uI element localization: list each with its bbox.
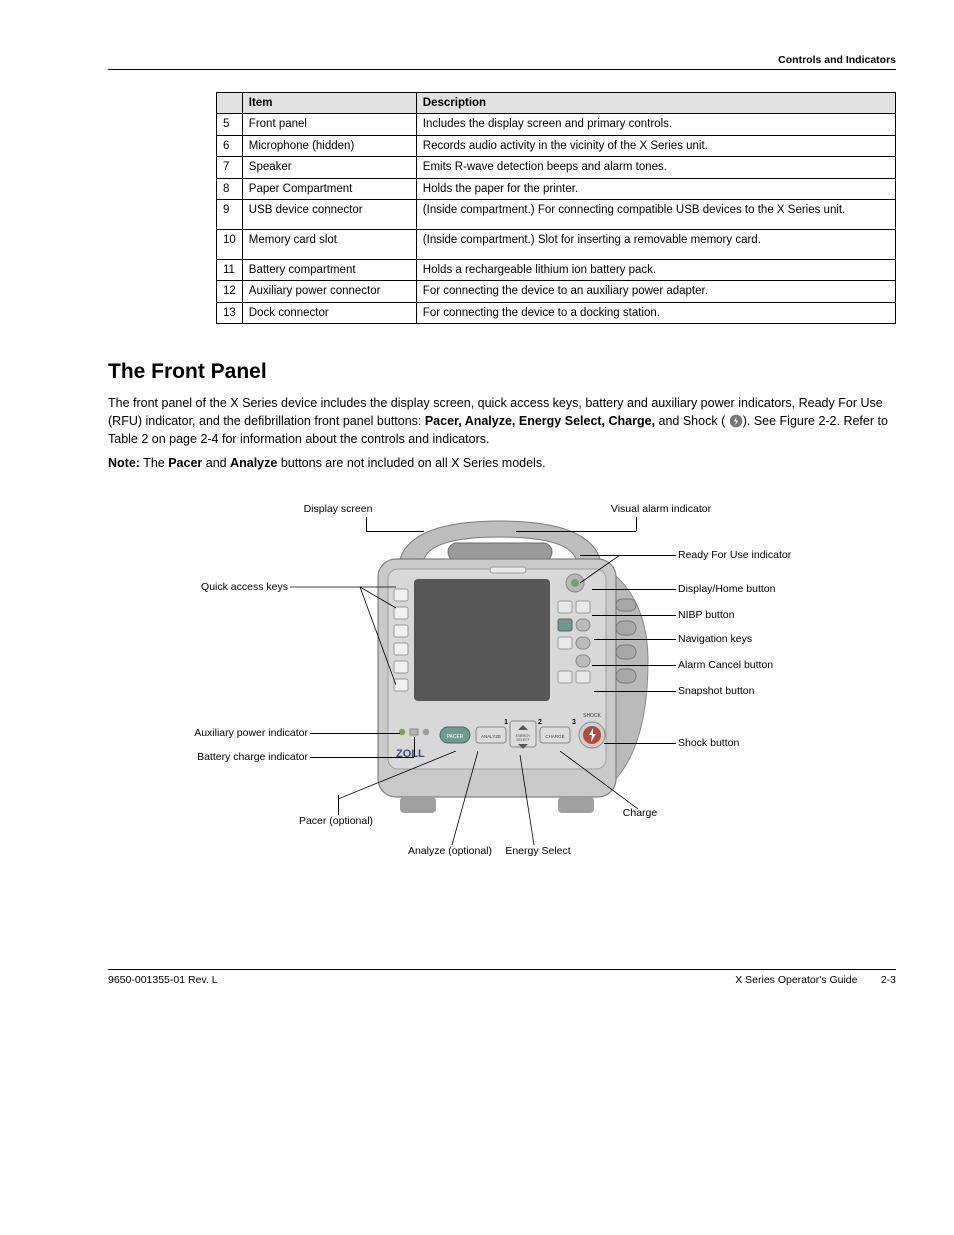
shock-icon (729, 414, 743, 428)
th-num (217, 93, 243, 114)
callout-display-home: Display/Home button (678, 583, 775, 595)
lead-icon (290, 575, 396, 695)
callout-snapshot: Snapshot button (678, 685, 754, 697)
spec-table: Item Description 5Front panelIncludes th… (216, 92, 896, 324)
lead-icon (560, 751, 640, 809)
table-row: 13Dock connectorFor connecting the devic… (217, 302, 896, 323)
running-header: Controls and Indicators (108, 54, 896, 66)
svg-text:ANALYZE: ANALYZE (481, 734, 501, 739)
callout-pacer: Pacer (optional) (276, 815, 396, 827)
device-figure: PACER ANALYZE 1 ENERGY SELECT 2 CHARGE 3… (108, 489, 896, 879)
section-title: The Front Panel (108, 360, 896, 384)
svg-text:PACER: PACER (447, 734, 464, 740)
page-footer: 9650-001355-01 Rev. L X Series Operator'… (108, 969, 896, 986)
note-paragraph: Note: The Pacer and Analyze buttons are … (108, 454, 896, 472)
lead-icon (580, 555, 620, 585)
svg-text:2: 2 (538, 719, 542, 726)
callout-nibp: NIBP button (678, 609, 734, 621)
table-row: 9USB device connector(Inside compartment… (217, 199, 896, 229)
callout-visual-alarm: Visual alarm indicator (596, 503, 726, 515)
callout-quick-access: Quick access keys (158, 581, 288, 593)
table-row: 12Auxiliary power connectorFor connectin… (217, 281, 896, 302)
lead-icon (338, 751, 458, 799)
svg-text:SELECT: SELECT (516, 738, 530, 742)
header-rule (108, 69, 896, 70)
callout-aux-power: Auxiliary power indicator (138, 727, 308, 739)
callout-shock: Shock button (678, 737, 739, 749)
footer-page: X Series Operator's Guide 2-3 (735, 974, 896, 986)
lead-icon (516, 755, 544, 845)
th-item: Item (242, 93, 416, 114)
footer-docnum: 9650-001355-01 Rev. L (108, 974, 218, 986)
body-paragraph: The front panel of the X Series device i… (108, 394, 896, 448)
table-header-row: Item Description (217, 93, 896, 114)
callout-battery-charge: Battery charge indicator (138, 751, 308, 763)
svg-text:1: 1 (504, 719, 508, 726)
svg-text:3: 3 (572, 719, 576, 726)
table-row: 11Battery compartmentHolds a rechargeabl… (217, 259, 896, 280)
svg-text:SHOCK: SHOCK (583, 713, 601, 719)
table-row: 10Memory card slot(Inside compartment.) … (217, 229, 896, 259)
callout-rfu: Ready For Use indicator (678, 549, 791, 561)
callout-display-screen: Display screen (278, 503, 398, 515)
table-row: 8Paper CompartmentHolds the paper for th… (217, 178, 896, 199)
table-row: 7SpeakerEmits R-wave detection beeps and… (217, 157, 896, 178)
lead-icon (448, 751, 478, 845)
callout-nav-keys: Navigation keys (678, 633, 752, 645)
svg-text:CHARGE: CHARGE (545, 734, 564, 739)
callout-energy-select: Energy Select (488, 845, 588, 857)
th-desc: Description (416, 93, 895, 114)
table-row: 5Front panelIncludes the display screen … (217, 114, 896, 135)
table-row: 6Microphone (hidden)Records audio activi… (217, 135, 896, 156)
callout-alarm-cancel: Alarm Cancel button (678, 659, 773, 671)
